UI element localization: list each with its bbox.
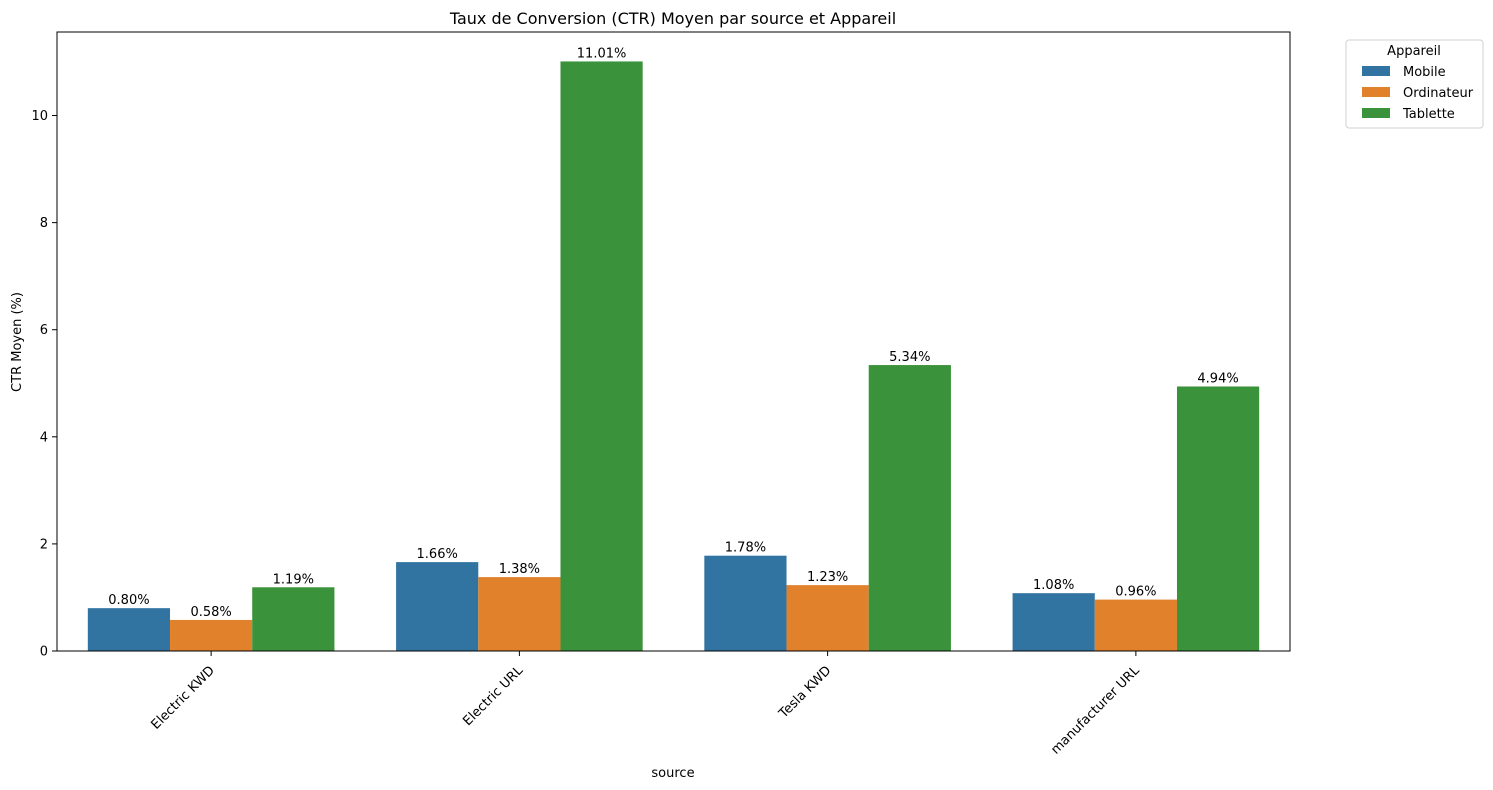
bar-value-label: 1.23% [807, 570, 848, 585]
bar [396, 562, 479, 651]
x-tick-label: Electric URL [460, 663, 526, 729]
plot-frame [56, 31, 1291, 652]
bar-value-label: 1.38% [499, 562, 540, 577]
y-tick-label: 6 [40, 323, 48, 338]
x-tick-label: Tesla KWD [776, 663, 835, 722]
bar [560, 61, 643, 652]
bar [252, 587, 335, 651]
legend-swatch [1362, 108, 1390, 118]
bar-value-label: 1.66% [417, 547, 458, 562]
y-tick-label: 4 [40, 430, 48, 445]
bar-value-label: 0.80% [108, 593, 149, 608]
bar-value-label: 0.58% [190, 605, 231, 620]
legend-swatch [1362, 66, 1390, 76]
legend-entry: Tablette [1402, 107, 1455, 122]
y-tick-label: 2 [40, 537, 48, 552]
bar [786, 585, 869, 651]
bar-value-label: 5.34% [889, 350, 930, 365]
legend: Appareil Mobile Ordinateur Tablette [1345, 39, 1484, 129]
legend-title: Appareil [1387, 44, 1441, 59]
bar [478, 577, 561, 651]
bar [1094, 599, 1177, 651]
x-axis-label: source [651, 766, 694, 781]
chart-title: Taux de Conversion (CTR) Moyen par sourc… [449, 9, 896, 28]
bar [868, 365, 951, 651]
bar-value-label: 11.01% [577, 46, 627, 61]
x-tick-label: Electric KWD [148, 663, 217, 732]
y-tick-label: 10 [31, 109, 48, 124]
bar-value-label: 1.19% [273, 572, 314, 587]
bar [170, 619, 253, 651]
x-tick-label: manufacturer URL [1048, 663, 1143, 758]
plot-area: 0.80% 1.66% 1.78% 1.08% 0.58% 1.38% 1.23% 0.96%… [31, 31, 1291, 758]
y-axis-label: CTR Moyen (%) [10, 292, 25, 392]
y-tick-label: 8 [40, 216, 48, 231]
legend-swatch [1362, 87, 1390, 97]
bar [1176, 386, 1260, 651]
bar-value-label: 1.78% [725, 541, 766, 556]
y-tick-label: 0 [40, 645, 48, 660]
bar [704, 555, 787, 651]
bar-value-label: 1.08% [1033, 578, 1074, 593]
bar-value-label: 4.94% [1197, 371, 1238, 386]
legend-frame [1345, 39, 1484, 129]
bar [87, 608, 171, 651]
bar [1012, 593, 1095, 651]
legend-entry: Ordinateur [1403, 86, 1474, 101]
legend-entry: Mobile [1403, 65, 1446, 80]
bar-value-label: 0.96% [1115, 585, 1156, 600]
